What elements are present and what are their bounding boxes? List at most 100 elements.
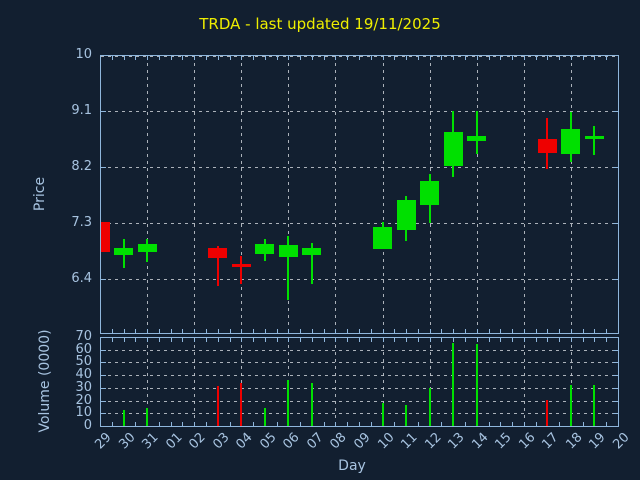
volume-x-tick	[359, 338, 360, 342]
price-tick-label-7.3: 7.3	[71, 214, 92, 230]
price-x-tick	[217, 56, 219, 60]
volume-bar-day-11	[405, 405, 408, 426]
price-x-tick	[559, 329, 561, 333]
price-x-tick	[417, 329, 419, 333]
volume-bar-day-03	[216, 386, 219, 426]
volume-gridline-40	[101, 375, 618, 377]
volume-x-tick	[559, 422, 561, 426]
volume-bar-day-17	[546, 400, 549, 426]
volume-x-tick	[417, 338, 419, 342]
volume-y-tick	[613, 375, 618, 377]
candle-body-day-14	[467, 135, 487, 142]
price-x-tick	[370, 56, 372, 60]
volume-x-tick	[417, 422, 419, 426]
price-gridline-8.2	[101, 166, 618, 168]
volume-vgridline-day-12	[429, 338, 431, 426]
volume-x-tick	[394, 338, 396, 342]
volume-x-tick	[370, 422, 372, 426]
volume-tick-label-70: 70	[75, 329, 92, 344]
volume-x-tick	[347, 422, 349, 426]
candle-body-day-29	[101, 222, 110, 252]
candle-wick-day-03	[216, 245, 219, 287]
volume-x-tick	[182, 338, 184, 342]
candle-wick-day-14	[475, 110, 478, 155]
price-x-tick	[464, 56, 466, 60]
volume-x-tick	[217, 338, 219, 342]
price-vgridline-day-31	[147, 56, 149, 333]
price-x-tick	[170, 56, 172, 60]
volume-x-tick	[429, 338, 431, 342]
candle-body-day-31	[137, 244, 157, 252]
volume-x-tick	[535, 422, 537, 426]
price-x-tick	[182, 56, 184, 60]
price-x-tick	[359, 329, 360, 333]
price-x-tick	[559, 56, 561, 60]
candle-body-day-17	[537, 139, 557, 153]
price-x-tick	[111, 56, 113, 60]
volume-x-tick	[476, 338, 478, 342]
volume-x-tick	[453, 338, 455, 342]
volume-x-tick	[488, 338, 490, 342]
price-x-tick	[253, 56, 255, 60]
volume-x-tick	[382, 338, 384, 342]
price-x-tick	[500, 56, 502, 60]
volume-x-tick	[205, 422, 207, 426]
price-vgridline-day-02	[194, 56, 196, 333]
candle-body-day-03	[208, 248, 228, 258]
price-x-tick	[488, 329, 490, 333]
candle-body-day-07	[302, 247, 322, 255]
volume-bar-day-10	[381, 402, 384, 426]
volume-vgridline-day-04	[241, 338, 243, 426]
candle-wick-day-07	[310, 242, 313, 285]
price-x-tick	[264, 56, 266, 60]
price-x-tick	[582, 329, 584, 333]
price-x-tick	[359, 56, 360, 60]
price-x-tick	[123, 56, 125, 60]
price-x-tick	[229, 56, 231, 60]
price-x-tick	[323, 329, 325, 333]
price-x-tick	[570, 56, 572, 60]
price-y-tick	[101, 166, 106, 168]
price-x-tick	[288, 56, 290, 60]
volume-x-tick	[158, 422, 160, 426]
volume-bar-day-31	[146, 407, 149, 426]
volume-y-tick	[101, 400, 106, 402]
candle-body-day-10	[373, 227, 393, 250]
price-x-tick	[370, 329, 372, 333]
price-x-tick	[476, 56, 478, 60]
price-x-tick	[500, 329, 502, 333]
price-gridline-9.1	[101, 110, 618, 112]
volume-x-tick	[135, 338, 137, 342]
price-axis-title: Price	[32, 176, 48, 212]
price-x-tick	[382, 56, 384, 60]
price-x-tick	[476, 329, 478, 333]
volume-x-tick	[276, 422, 278, 426]
price-x-tick	[264, 329, 266, 333]
price-x-tick	[570, 329, 572, 333]
volume-y-tick	[101, 349, 106, 351]
price-x-tick	[276, 329, 278, 333]
candle-body-day-06	[278, 245, 298, 257]
price-x-tick	[147, 329, 149, 333]
candle-body-day-12	[420, 181, 440, 205]
volume-y-tick	[101, 387, 106, 389]
price-x-tick	[523, 56, 525, 60]
price-x-tick	[135, 329, 137, 333]
price-x-tick	[606, 329, 608, 333]
price-tick-label-10: 10	[75, 47, 92, 62]
candle-body-day-05	[255, 244, 275, 255]
volume-x-tick	[135, 422, 137, 426]
volume-x-tick	[512, 422, 514, 426]
price-gridline-7.3	[101, 222, 618, 224]
price-x-tick	[606, 56, 608, 60]
price-x-tick	[311, 56, 313, 60]
price-plot-area	[100, 55, 619, 334]
price-x-tick	[182, 329, 184, 333]
volume-x-tick	[170, 338, 172, 342]
price-x-tick	[429, 56, 431, 60]
price-x-tick	[241, 329, 243, 333]
candle-body-day-11	[396, 200, 416, 230]
price-x-tick	[205, 329, 207, 333]
price-x-tick	[347, 329, 349, 333]
volume-y-tick	[101, 362, 106, 364]
